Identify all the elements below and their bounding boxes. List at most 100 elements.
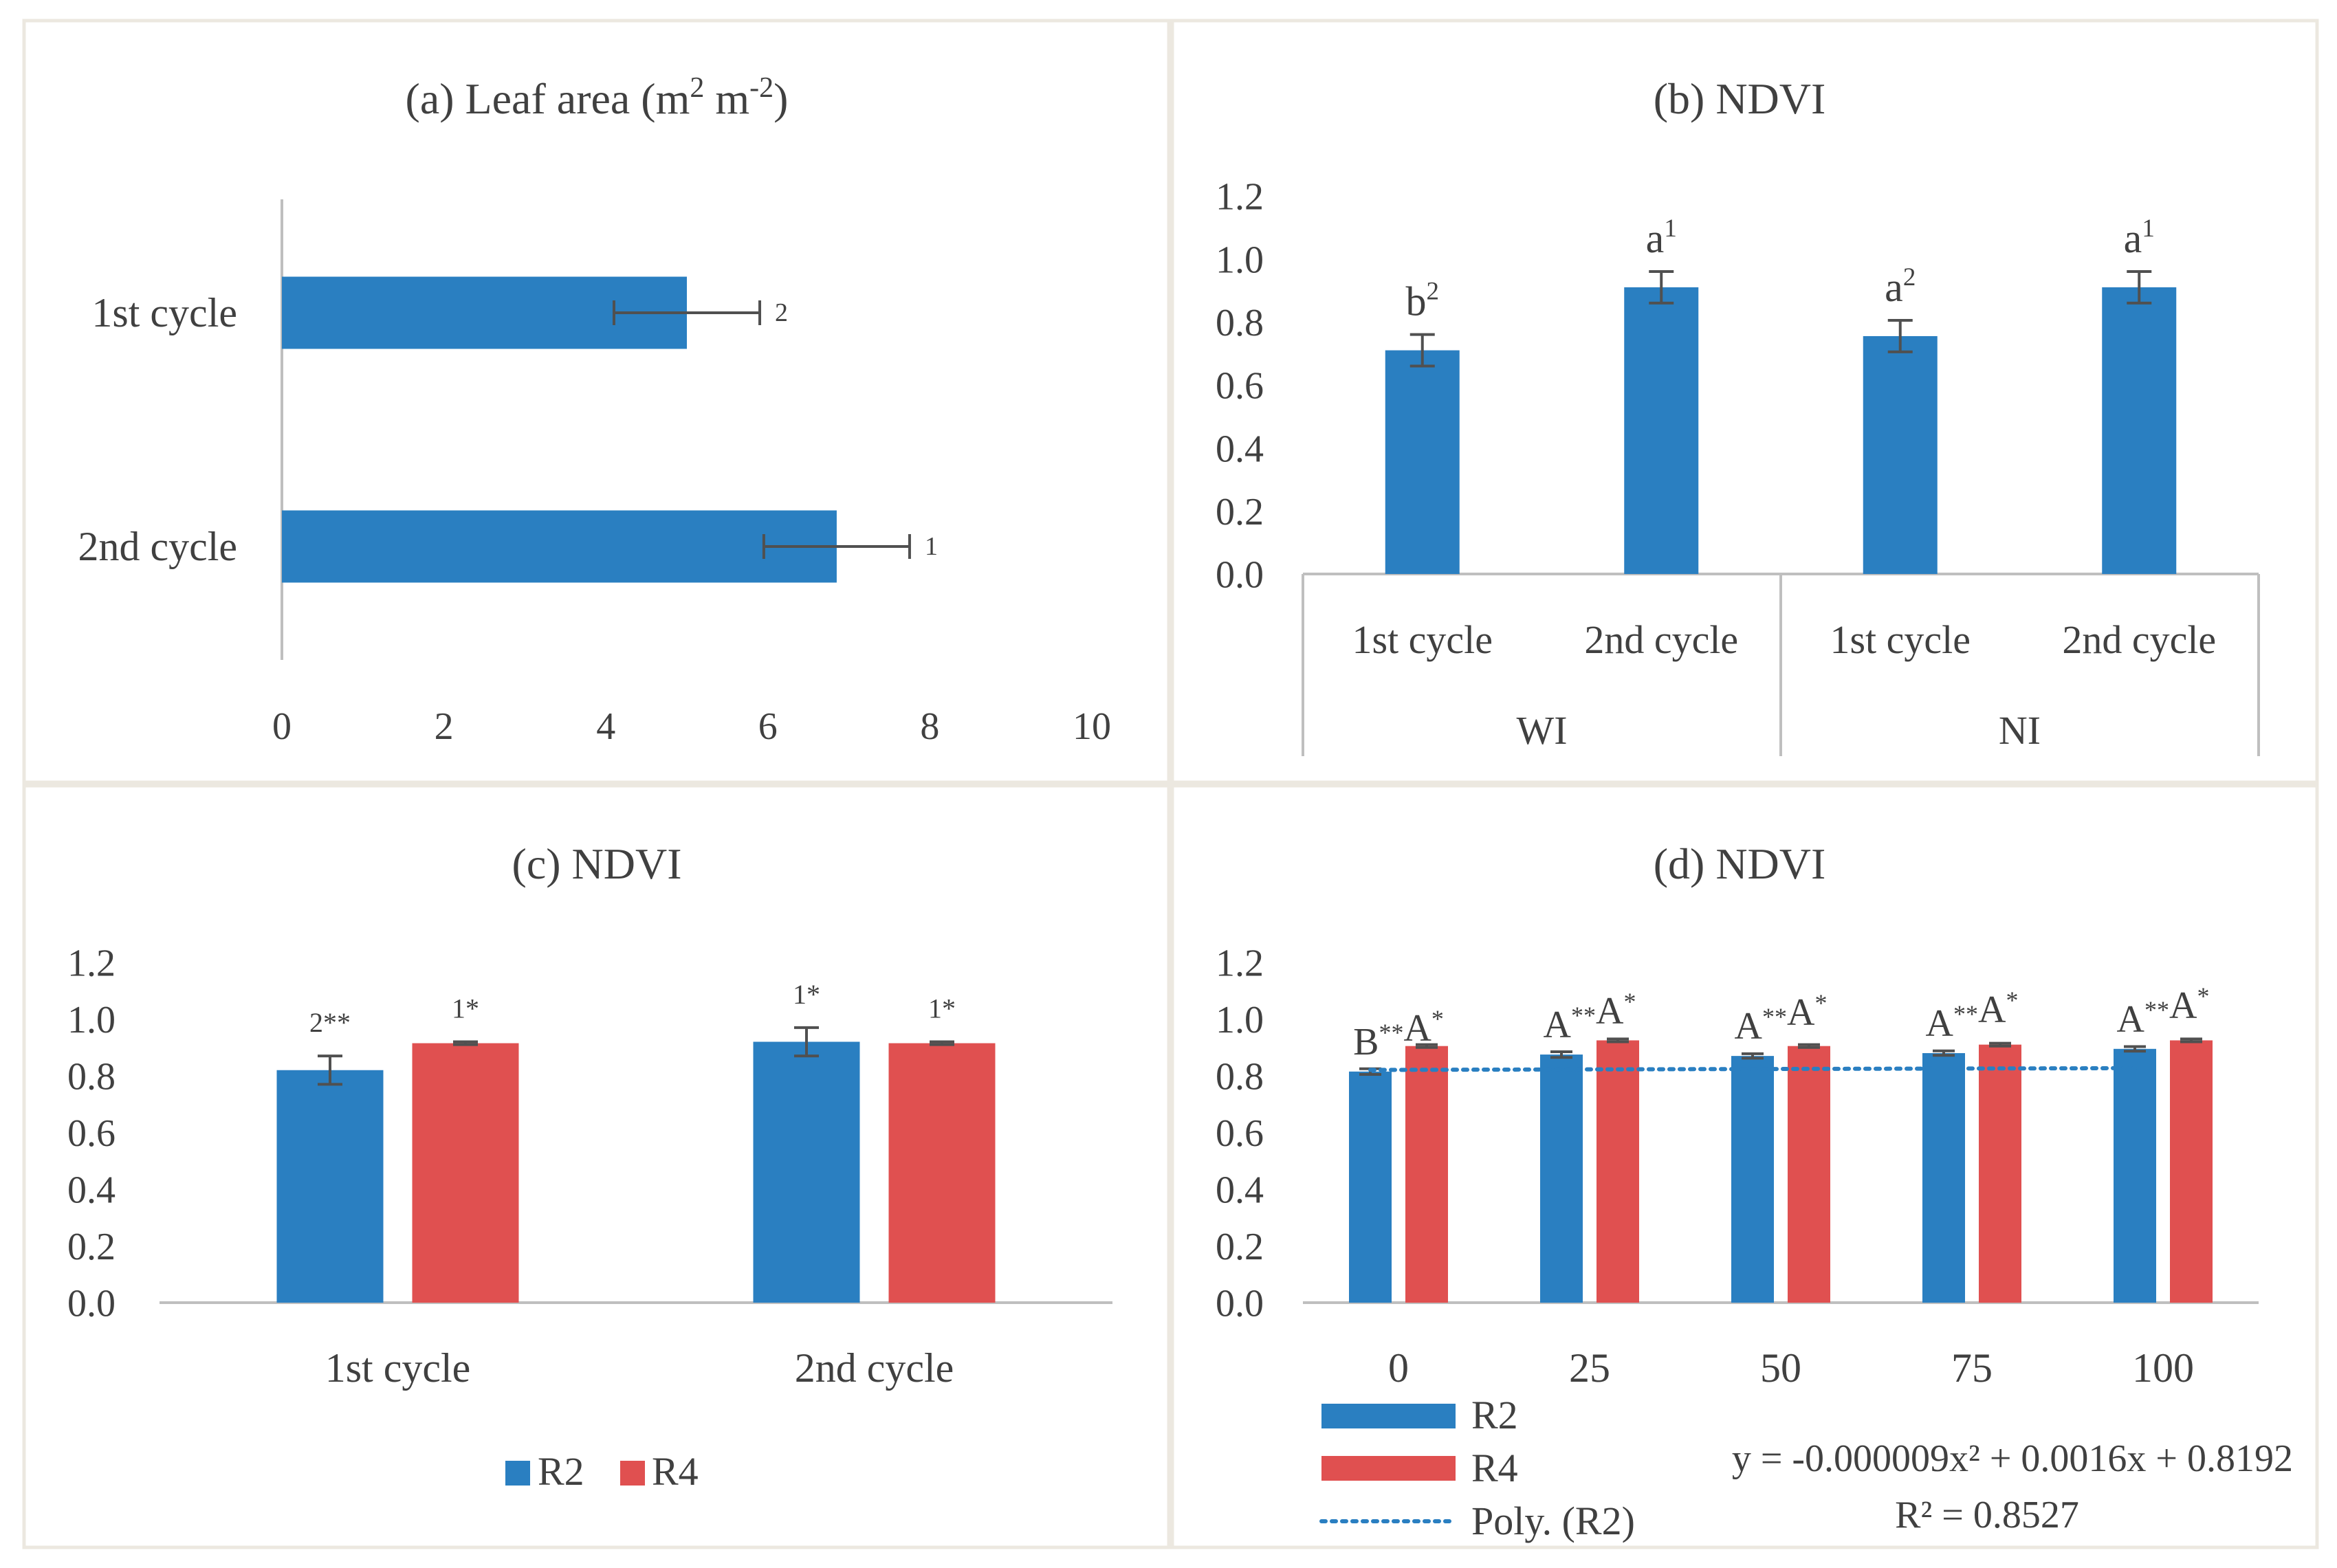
chart-b-letter-3: a1 <box>2124 214 2155 261</box>
chart-a-xtick-4: 8 <box>920 705 939 748</box>
chart-a: (a) Leaf area (m2 m-2) 0 2 4 6 8 10 1st cycle 2… <box>78 72 1111 748</box>
chart-b-ytick-3: 0.6 <box>1216 365 1264 408</box>
chart-d-bar-r4-4 <box>2170 1040 2213 1303</box>
chart-a-bar-1 <box>282 510 837 583</box>
chart-d-letters-4: A**A* <box>2117 982 2210 1041</box>
chart-b-category-3: 2nd cycle <box>2062 617 2216 662</box>
chart-b-error-bar-2 <box>1887 319 1913 353</box>
chart-a-xtick-3: 6 <box>758 705 778 748</box>
chart-d-error-bar-r4-1 <box>1607 1037 1629 1044</box>
chart-d-legend-swatch-r2 <box>1321 1404 1456 1428</box>
chart-d-bar-r2-3 <box>1922 1053 1965 1303</box>
chart-d-bar-r4-1 <box>1597 1040 1639 1303</box>
chart-b-category-0: 1st cycle <box>1352 617 1493 662</box>
chart-d-marks: 0.0 0.2 0.4 0.6 0.8 1.0 1.2 0 B**A* 25 A**A* 50 A**A… <box>1216 942 2259 1543</box>
chart-c-label-r2-0: 2** <box>309 1007 351 1038</box>
chart-a-category-0: 1st cycle <box>91 290 237 335</box>
chart-d-error-bar-r4-3 <box>1989 1041 2011 1048</box>
panel-d-frame <box>1170 784 2319 1549</box>
chart-b-ytick-1: 0.2 <box>1216 491 1264 533</box>
chart-c-error-bar-r2-1 <box>794 1026 819 1058</box>
chart-d-letters-1: A**A* <box>1544 988 1636 1046</box>
chart-d-ytick-2: 0.4 <box>1216 1169 1264 1212</box>
chart-b-letter-1: a1 <box>1646 214 1677 261</box>
chart-b-ytick-4: 0.8 <box>1216 302 1264 344</box>
chart-c-bar-r2-1 <box>753 1041 860 1303</box>
chart-d-bar-r2-2 <box>1731 1056 1774 1303</box>
chart-d-letters-2: A**A* <box>1735 989 1828 1048</box>
chart-a-xtick-5: 10 <box>1073 705 1111 748</box>
panel-frames <box>22 19 2319 1549</box>
chart-d-error-bar-r2-1 <box>1550 1050 1572 1059</box>
panel-c-frame <box>22 784 1171 1549</box>
chart-c: (c) NDVI 0.0 0.2 0.4 0.6 0.8 1.0 1.2 1st cycle 2… <box>67 839 1112 1494</box>
chart-d-bar-r2-4 <box>2114 1048 2156 1303</box>
panel-b-frame <box>1170 19 2319 784</box>
chart-d-error-bar-r2-2 <box>1742 1052 1764 1060</box>
chart-b-title: (b) NDVI <box>1654 74 1826 123</box>
chart-c-label-r2-1: 1* <box>793 979 820 1010</box>
chart-c-label-r4-0: 1* <box>452 993 479 1024</box>
chart-a-marks: 0 2 4 6 8 10 1st cycle 2 2nd cycle 1 <box>78 276 1111 748</box>
chart-d-ytick-3: 0.6 <box>1216 1112 1264 1155</box>
panel-a-frame <box>22 19 1171 784</box>
chart-d-ytick-1: 0.2 <box>1216 1226 1264 1268</box>
chart-b-letter-0: b2 <box>1406 278 1440 324</box>
chart-b-bar-3 <box>2102 287 2177 574</box>
chart-b-marks: 0.0 0.2 0.4 0.6 0.8 1.0 1.2 b2 1st cycle a1 2nd cy… <box>1216 176 2260 756</box>
chart-c-ytick-6: 1.2 <box>67 942 116 985</box>
chart-b-ytick-2: 0.4 <box>1216 428 1264 470</box>
chart-c-legend: R2 R4 <box>505 1449 699 1494</box>
chart-a-error-bar-0 <box>612 300 762 325</box>
chart-d-bar-r4-0 <box>1405 1046 1448 1303</box>
chart-c-ytick-1: 0.2 <box>67 1226 116 1268</box>
chart-d-error-bar-r4-0 <box>1416 1043 1438 1049</box>
chart-c-label-r4-1: 1* <box>928 993 956 1024</box>
chart-d-ytick-0: 0.0 <box>1216 1283 1264 1325</box>
chart-a-label-0: 2 <box>775 298 788 327</box>
chart-c-legend-label-r4: R4 <box>652 1449 699 1494</box>
chart-d-ytick-5: 1.0 <box>1216 999 1264 1041</box>
chart-d-category-0: 0 <box>1388 1345 1409 1391</box>
chart-b-error-bar-3 <box>2127 270 2152 305</box>
chart-c-bar-r4-0 <box>412 1043 519 1303</box>
chart-a-label-1: 1 <box>925 532 938 561</box>
chart-d-title: (d) NDVI <box>1654 839 1826 888</box>
chart-b-error-bar-1 <box>1649 270 1674 305</box>
chart-d-error-bar-r2-3 <box>1933 1049 1955 1057</box>
chart-b: (b) NDVI 0.0 0.2 0.4 0.6 0.8 1.0 1.2 b2 1st cycl… <box>1216 74 2260 756</box>
chart-c-title: (c) NDVI <box>512 839 682 888</box>
chart-b-ytick-6: 1.2 <box>1216 176 1264 219</box>
chart-d-trendline <box>1368 1065 2137 1072</box>
chart-a-title: (a) Leaf area (m2 m-2) <box>406 72 789 123</box>
chart-b-error-bar-0 <box>1409 333 1435 368</box>
chart-d-legend-label-trendline: Poly. (R2) <box>1471 1499 1635 1543</box>
chart-c-ytick-0: 0.0 <box>67 1283 116 1325</box>
chart-a-error-bar-1 <box>762 534 911 559</box>
chart-c-category-0: 1st cycle <box>325 1345 471 1391</box>
chart-d-ytick-6: 1.2 <box>1216 942 1264 985</box>
chart-c-legend-swatch-r2 <box>505 1461 530 1486</box>
chart-d-bar-r4-3 <box>1979 1044 2021 1303</box>
chart-d-category-3: 75 <box>1951 1345 1993 1391</box>
chart-c-ytick-5: 1.0 <box>67 999 116 1041</box>
chart-d-ytick-4: 0.8 <box>1216 1056 1264 1098</box>
chart-b-ytick-0: 0.0 <box>1216 554 1264 597</box>
chart-c-ytick-2: 0.4 <box>67 1169 116 1212</box>
chart-c-error-bar-r4-1 <box>930 1040 954 1046</box>
chart-b-category-2: 1st cycle <box>1830 617 1971 662</box>
chart-a-xtick-2: 4 <box>596 705 615 748</box>
chart-d-error-bar-r4-4 <box>2180 1037 2202 1044</box>
chart-b-group-1: NI <box>1999 708 2041 753</box>
chart-b-group-0: WI <box>1516 708 1567 753</box>
chart-b-ytick-5: 1.0 <box>1216 239 1264 281</box>
chart-d-letters-3: A**A* <box>1926 986 2019 1045</box>
chart-b-bar-2 <box>1863 335 1938 574</box>
chart-d-legend-label-r2: R2 <box>1471 1393 1518 1437</box>
chart-c-ytick-4: 0.8 <box>67 1056 116 1098</box>
chart-b-bar-1 <box>1624 287 1699 574</box>
chart-d-category-4: 100 <box>2132 1345 2194 1391</box>
chart-d-equation: y = -0.000009x² + 0.0016x + 0.8192 <box>1732 1437 2293 1480</box>
chart-d-legend-swatch-r4 <box>1321 1456 1456 1481</box>
